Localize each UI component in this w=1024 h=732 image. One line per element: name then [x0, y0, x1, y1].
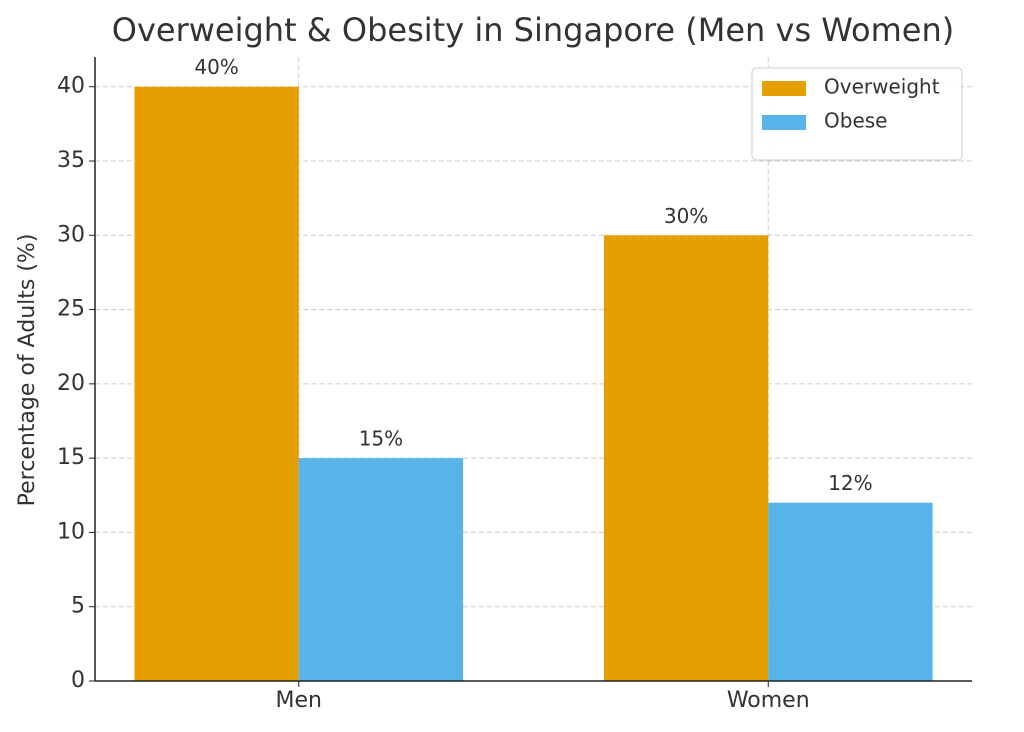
y-axis-label: Percentage of Adults (%) [15, 234, 40, 507]
y-tick-label: 40 [57, 74, 85, 99]
y-tick-label: 10 [57, 519, 85, 544]
legend-swatch [762, 115, 806, 130]
legend-label: Overweight [824, 75, 940, 99]
y-tick-label: 0 [71, 668, 85, 693]
value-label: 12% [828, 471, 872, 495]
x-tick-label: Women [727, 688, 810, 713]
y-tick-label: 20 [57, 371, 85, 396]
legend-swatch [762, 81, 806, 96]
value-label: 30% [664, 204, 708, 228]
bar [768, 502, 933, 681]
bar [298, 458, 464, 681]
x-tick-label: Men [276, 688, 322, 713]
y-tick-label: 5 [71, 594, 85, 619]
y-tick-label: 15 [57, 445, 85, 470]
value-label: 40% [194, 55, 238, 79]
bar [134, 86, 299, 681]
value-label: 15% [359, 427, 403, 451]
y-tick-label: 25 [57, 297, 85, 322]
bar [603, 235, 769, 682]
legend-label: Obese [824, 109, 887, 133]
y-tick-label: 30 [57, 222, 85, 247]
y-tick-label: 35 [57, 148, 85, 173]
chart-title: Overweight & Obesity in Singapore (Men v… [112, 11, 955, 49]
